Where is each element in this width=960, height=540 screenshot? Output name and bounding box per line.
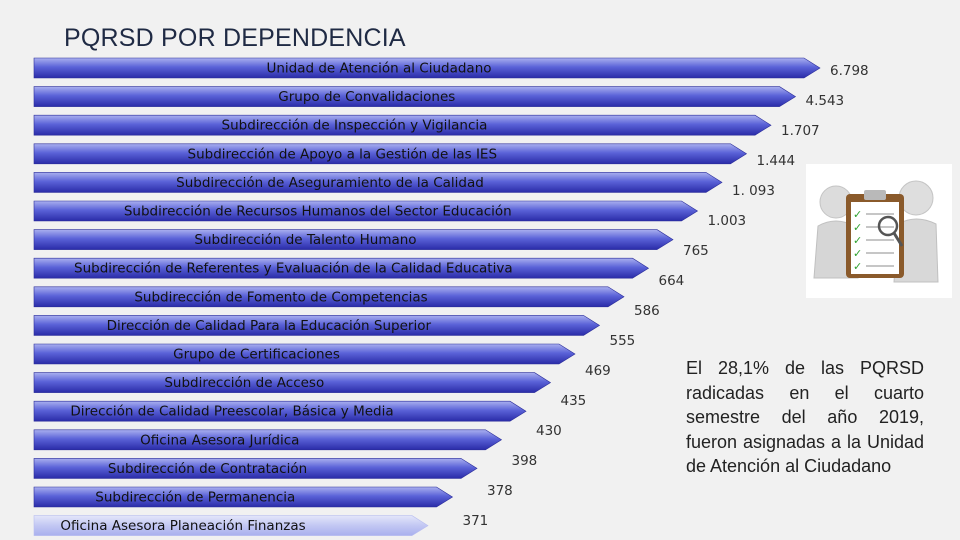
bar <box>33 229 674 250</box>
bar-value-label: 378 <box>487 483 513 499</box>
bar <box>33 172 723 193</box>
bar-value-label: 1.444 <box>757 153 796 169</box>
bar-category-label: Subdirección de Referentes y Evaluación … <box>74 261 513 277</box>
bar <box>33 143 748 165</box>
bar <box>33 400 527 422</box>
summary-note: El 28,1% de las PQRSD radicadas en el cu… <box>686 358 924 476</box>
bar <box>33 515 429 536</box>
bar-category-label: Grupo de Certificaciones <box>173 347 340 363</box>
bar <box>33 86 797 107</box>
bar-value-label: 371 <box>463 513 489 529</box>
bar <box>33 257 650 279</box>
bar-category-label: Subdirección de Inspección y Vigilancia <box>222 118 488 134</box>
bar-value-label: 555 <box>610 333 636 349</box>
svg-text:✓: ✓ <box>853 260 862 273</box>
clipboard-checklist-icon: ✓ ✓ ✓ ✓ ✓ <box>806 164 952 298</box>
bar-value-label: 586 <box>634 303 660 319</box>
bar-value-label: 435 <box>561 393 587 409</box>
bar-category-label: Oficina Asesora Jurídica <box>140 432 299 448</box>
bar-category-label: Grupo de Convalidaciones <box>278 89 455 105</box>
svg-text:✓: ✓ <box>853 234 862 247</box>
bar <box>33 200 699 222</box>
bar-category-label: Dirección de Calidad Preescolar, Básica … <box>70 404 393 420</box>
bar-value-label: 1.003 <box>708 213 747 229</box>
bar-value-label: 6.798 <box>830 63 869 79</box>
bar-value-label: 4.543 <box>806 93 845 109</box>
bar-value-label: 664 <box>659 273 685 289</box>
svg-text:✓: ✓ <box>853 247 862 260</box>
bar-category-label: Subdirección de Apoyo a la Gestión de la… <box>188 146 497 162</box>
bar-category-label: Subdirección de Permanencia <box>95 490 295 506</box>
bar-category-label: Subdirección de Recursos Humanos del Sec… <box>124 204 512 220</box>
bar-category-label: Subdirección de Acceso <box>164 375 324 391</box>
bar-category-label: Unidad de Atención al Ciudadano <box>266 61 491 77</box>
bar-value-label: 765 <box>683 243 709 259</box>
bar-category-label: Oficina Asesora Planeación Finanzas <box>60 518 305 534</box>
bar-value-label: 398 <box>512 453 538 469</box>
bar <box>33 486 454 508</box>
bar-category-label: Subdirección de Fomento de Competencias <box>134 289 427 305</box>
page-title: PQRSD POR DEPENDENCIA <box>64 24 406 52</box>
bar <box>33 429 503 451</box>
bar-category-label: Subdirección de Contratación <box>108 461 307 477</box>
bar-value-label: 1.707 <box>781 123 820 139</box>
bar <box>33 343 576 365</box>
bar <box>33 286 625 308</box>
bar-value-label: 469 <box>585 363 611 379</box>
svg-text:✓: ✓ <box>853 208 862 221</box>
svg-text:✓: ✓ <box>853 221 862 234</box>
bar-value-label: 430 <box>536 423 562 439</box>
bar-category-label: Subdirección de Aseguramiento de la Cali… <box>176 175 484 191</box>
bar-category-label: Subdirección de Talento Humano <box>194 232 416 248</box>
bar <box>33 315 601 336</box>
bar <box>33 372 552 393</box>
bar <box>33 57 821 79</box>
bar-category-label: Dirección de Calidad Para la Educación S… <box>107 318 432 334</box>
bar-value-label: 1. 093 <box>732 183 775 199</box>
bar <box>33 458 478 479</box>
bar <box>33 114 772 136</box>
